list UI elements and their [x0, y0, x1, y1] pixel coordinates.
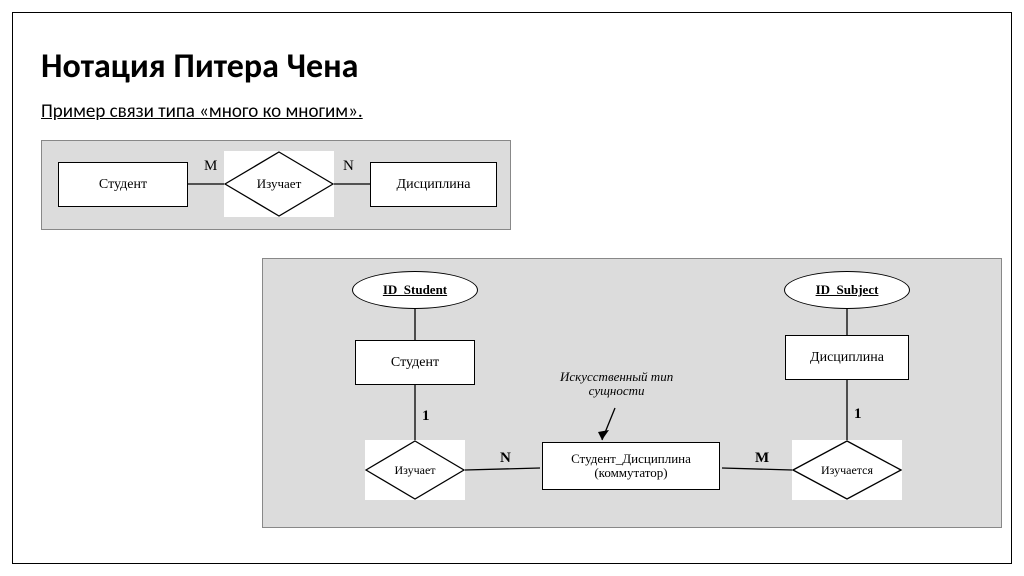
relationship-studies2-label: Изучает [394, 463, 435, 478]
attr-id-subject: ID_Subject [784, 271, 910, 309]
note-artificial-entity: Искусственный тип сущности [560, 370, 673, 399]
entity-student2: Студент [355, 340, 475, 385]
card-1-right: 1 [854, 406, 862, 423]
attr-id-student: ID_Student [352, 271, 478, 309]
slide-title: Нотация Питера Чена [41, 46, 358, 87]
entity-student-label: Студент [99, 177, 147, 192]
entity-discipline-label: Дисциплина [397, 177, 471, 192]
slide-subtitle: Пример связи типа «много ко многим». [41, 100, 363, 123]
relationship-studied-by: Изучается [792, 440, 902, 500]
card-m: M [755, 450, 769, 467]
card-n: N [500, 450, 511, 467]
cardinality-n: N [343, 158, 354, 175]
entity-student2-label: Студент [391, 355, 439, 370]
entity-junction-label: Студент_Дисциплина (коммутатор) [571, 452, 691, 481]
relationship-studied-by-label: Изучается [821, 463, 873, 478]
relationship-studies: Изучает [224, 151, 334, 217]
entity-discipline: Дисциплина [370, 162, 497, 207]
entity-discipline2-label: Дисциплина [810, 350, 884, 365]
attr-id-student-label: ID_Student [383, 282, 447, 298]
entity-discipline2: Дисциплина [785, 335, 909, 380]
attr-id-subject-label: ID_Subject [816, 282, 879, 298]
entity-student: Студент [58, 162, 188, 207]
entity-junction: Студент_Дисциплина (коммутатор) [542, 442, 720, 490]
relationship-studies-label: Изучает [257, 176, 302, 192]
cardinality-m: M [204, 158, 217, 175]
relationship-studies2: Изучает [365, 440, 465, 500]
card-1-left: 1 [422, 408, 430, 425]
